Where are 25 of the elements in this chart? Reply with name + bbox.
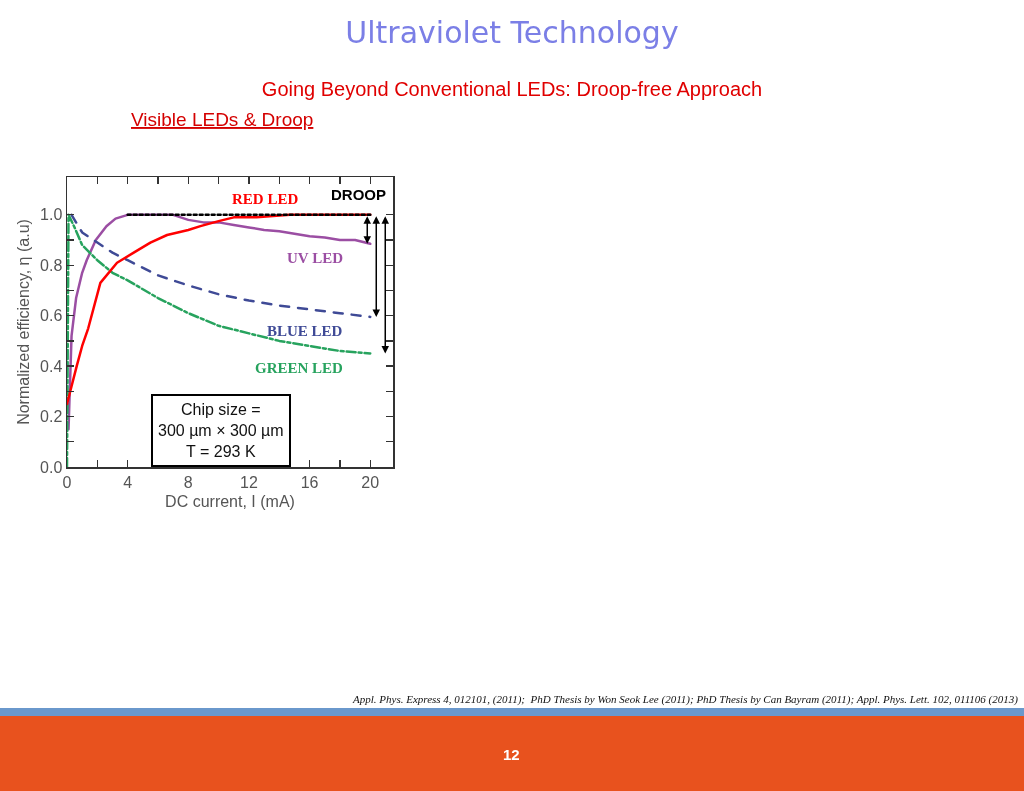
text: Appl. Phys. Express 4, 012101, (2011); PhD Thesis by Won Seok Lee (2011); PhD Thesis by Can Bayram (2011); Appl. Phys. Lett. 102, 011106 (2013) [352, 693, 1019, 706]
y-tick-label: 0.6 [40, 307, 63, 325]
series-label: BLUE LED [267, 323, 343, 339]
series-label: UV LED [287, 250, 344, 266]
text: Visible LEDs & Droop [131, 109, 314, 130]
y-tick-label: 0.8 [40, 256, 63, 274]
y-tick-label: 0.4 [40, 357, 63, 375]
y-tick-label: 1.0 [40, 206, 63, 224]
text: Ultraviolet Technology [345, 15, 679, 51]
annotation: Chip size = 300 µm × 300 µm T = 293 K [158, 401, 284, 460]
x-tick-label: 8 [183, 473, 193, 491]
x-tick-label: 16 [300, 473, 319, 491]
x-axis-title: DC current, I (mA) [165, 493, 295, 511]
x-tick-label: 12 [240, 473, 258, 491]
x-tick-label: 4 [123, 473, 133, 491]
x-tick-label: 20 [361, 473, 380, 491]
text: Going Beyond Conventional LEDs: Droop-free Approach [261, 78, 763, 101]
text: 12 [503, 746, 520, 763]
y-tick-label: 0.2 [40, 408, 63, 426]
x-tick-label: 0 [62, 473, 72, 491]
annotation: DROOP [331, 186, 387, 203]
y-axis-title: Normalized efficiency, η (a.u) [15, 219, 33, 425]
series-label: RED LED [232, 191, 299, 207]
y-tick-label: 0.0 [40, 458, 63, 476]
series-label: GREEN LED [255, 360, 344, 376]
